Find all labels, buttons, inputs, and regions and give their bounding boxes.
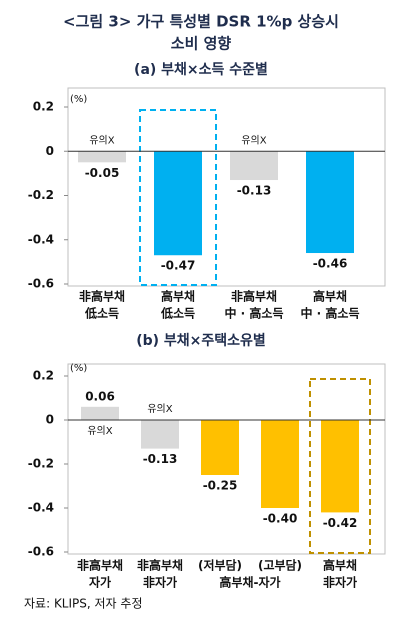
x-tick-label: 中 · 高소득 xyxy=(225,306,284,321)
bar xyxy=(141,420,179,449)
unit-label: (%) xyxy=(70,94,87,105)
value-label: -0.42 xyxy=(323,516,358,530)
y-tick-label: 0 xyxy=(46,413,54,427)
annotation: 유의X xyxy=(89,134,114,146)
value-label: -0.13 xyxy=(237,184,272,198)
x-tick-label: 中 · 高소득 xyxy=(301,306,360,321)
x-tick-label: 자가 xyxy=(89,575,111,590)
unit-label: (%) xyxy=(70,363,87,374)
x-tick-label: 非高부채 xyxy=(77,558,123,573)
x-tick-label: (저부담) xyxy=(198,558,242,573)
plot-frame xyxy=(67,363,386,555)
panel-title: (a) 부채×소득 수준별 xyxy=(134,61,268,78)
x-tick-label: 高부채 xyxy=(161,289,195,304)
x-tick-label: 高부채 xyxy=(313,289,347,304)
value-label: -0.13 xyxy=(143,452,178,466)
x-tick-label: 非자가 xyxy=(143,575,177,590)
value-label: -0.47 xyxy=(161,259,196,273)
x-tick-label: 非자가 xyxy=(323,575,357,590)
x-tick-label: (고부담) xyxy=(258,558,302,573)
y-tick-label: -0.4 xyxy=(28,232,54,246)
x-tick-label: 非高부채 xyxy=(137,558,183,573)
y-tick-label: -0.6 xyxy=(28,277,54,291)
value-label: -0.25 xyxy=(203,479,238,493)
bar xyxy=(81,406,119,420)
bar xyxy=(261,420,299,508)
figure-title: <그림 3> 가구 특성별 DSR 1%p 상승시 xyxy=(63,13,339,31)
source-note: 자료: KLIPS, 저자 추정 xyxy=(24,597,143,611)
plot-frame xyxy=(67,87,386,287)
y-tick-label: 0.2 xyxy=(33,100,54,114)
annotation: 유의X xyxy=(87,425,112,437)
x-tick-label: 非高부채 xyxy=(79,289,125,304)
annotation: 유의X xyxy=(241,134,266,146)
x-tick-label: 低소득 xyxy=(84,306,119,321)
value-label: -0.40 xyxy=(263,512,298,526)
bar xyxy=(154,151,202,256)
x-tick-label: 高부채 xyxy=(323,558,357,573)
bar xyxy=(201,420,239,475)
highlight-box xyxy=(139,109,217,286)
x-tick-label: 低소득 xyxy=(160,306,195,321)
bar xyxy=(230,151,278,181)
group-label: 高부채-자가 xyxy=(219,575,280,590)
bar xyxy=(78,151,126,163)
annotation: 유의X xyxy=(147,403,172,415)
value-label: -0.05 xyxy=(85,166,120,180)
bar xyxy=(306,151,354,254)
y-tick-label: -0.2 xyxy=(28,188,54,202)
x-tick-label: 非高부채 xyxy=(231,289,277,304)
y-tick-label: 0 xyxy=(46,144,54,158)
panel-title: (b) 부채×주택소유별 xyxy=(136,332,266,349)
y-tick-label: -0.4 xyxy=(28,501,54,515)
y-tick-label: -0.6 xyxy=(28,545,54,559)
highlight-box xyxy=(309,378,371,554)
bar xyxy=(321,420,359,513)
y-tick-label: -0.2 xyxy=(28,457,54,471)
value-label: -0.46 xyxy=(313,257,348,271)
y-tick-label: 0.2 xyxy=(33,369,54,383)
figure-title: 소비 영향 xyxy=(171,35,232,53)
value-label: 0.06 xyxy=(85,389,115,403)
